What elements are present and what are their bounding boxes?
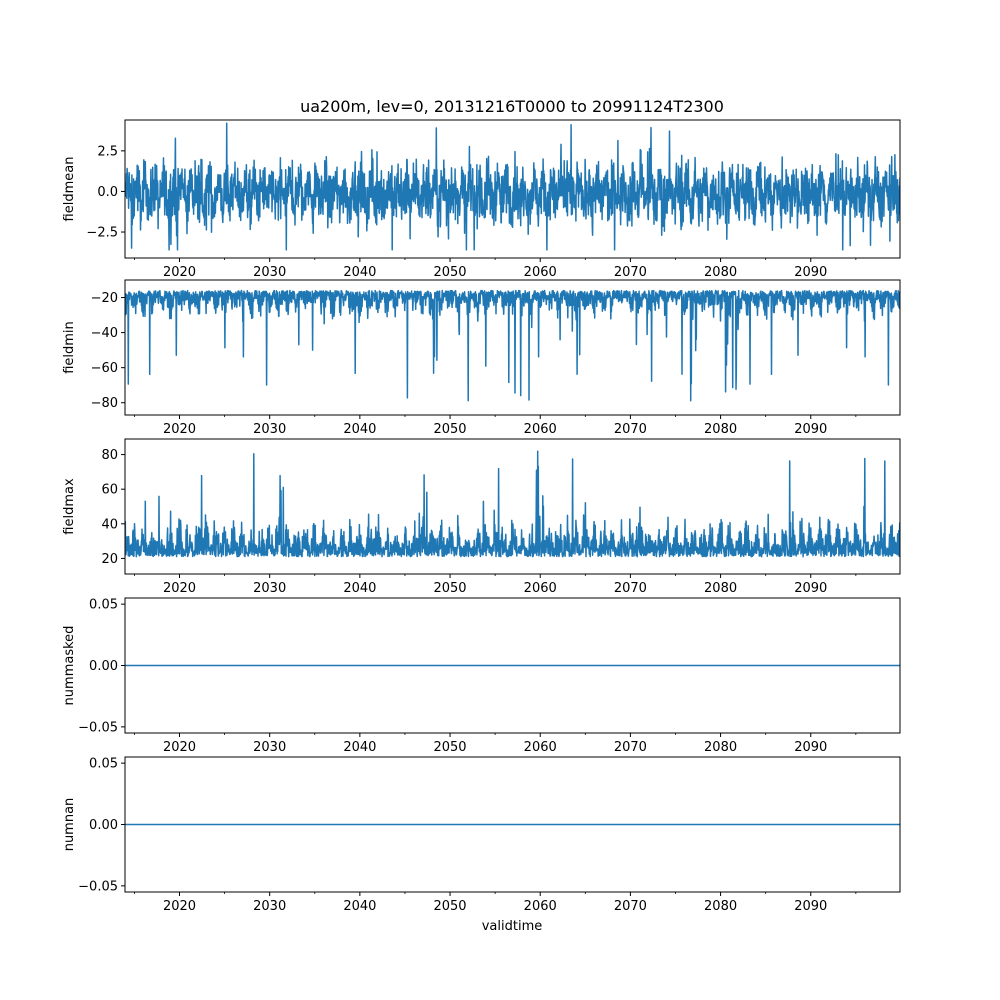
y-axis-label-fieldmin: fieldmin bbox=[62, 321, 77, 374]
y-axis-label-fieldmean: fieldmean bbox=[62, 157, 77, 222]
x-tick-label: 2070 bbox=[614, 740, 647, 755]
x-tick-label: 2030 bbox=[253, 899, 286, 914]
x-tick-label: 2070 bbox=[614, 899, 647, 914]
y-axis-label-nummasked: nummasked bbox=[62, 626, 77, 706]
x-tick-label: 2080 bbox=[704, 740, 737, 755]
y-tick-label: 0.00 bbox=[89, 818, 118, 833]
x-tick-label: 2070 bbox=[614, 422, 647, 437]
x-tick-label: 2060 bbox=[524, 740, 557, 755]
series-line-fieldmax bbox=[125, 450, 900, 558]
x-tick-label: 2040 bbox=[343, 265, 376, 280]
figure-title: ua200m, lev=0, 20131216T0000 to 20991124… bbox=[300, 97, 724, 116]
x-tick-label: 2060 bbox=[524, 899, 557, 914]
x-tick-label: 2040 bbox=[343, 740, 376, 755]
x-tick-label: 2080 bbox=[704, 899, 737, 914]
y-tick-label: −0.05 bbox=[78, 879, 118, 894]
subplot-numnan: 0.05 0.00 −0.05 numnan 2020 2030 2040 2050 2060 2… bbox=[62, 756, 901, 914]
x-tick-label: 2030 bbox=[253, 265, 286, 280]
y-axis-label-numnan: numnan bbox=[62, 798, 77, 852]
y-tick-label: −2.5 bbox=[86, 226, 118, 241]
y-tick-label: −0.05 bbox=[78, 720, 118, 735]
y-tick-label: −60 bbox=[91, 361, 118, 376]
x-tick-label: 2080 bbox=[704, 265, 737, 280]
x-axis-label: validtime bbox=[482, 919, 543, 934]
y-tick-label: 80 bbox=[101, 448, 118, 463]
x-tick-label: 2090 bbox=[794, 265, 827, 280]
x-tick-label: 2090 bbox=[794, 899, 827, 914]
x-tick-label: 2050 bbox=[433, 581, 466, 596]
series-line-fieldmin bbox=[125, 289, 900, 402]
x-tick-label: 2070 bbox=[614, 265, 647, 280]
x-tick-label: 2020 bbox=[163, 581, 196, 596]
x-tick-label: 2060 bbox=[524, 265, 557, 280]
x-tick-label: 2020 bbox=[163, 740, 196, 755]
x-tick-label: 2030 bbox=[253, 422, 286, 437]
x-tick-label: 2080 bbox=[704, 581, 737, 596]
x-tick-label: 2080 bbox=[704, 422, 737, 437]
x-tick-label: 2090 bbox=[794, 581, 827, 596]
axes-frame-fieldmean bbox=[124, 119, 901, 259]
x-tick-label: 2020 bbox=[163, 899, 196, 914]
y-axis-label-fieldmax: fieldmax bbox=[62, 478, 77, 535]
y-tick-label: 40 bbox=[101, 517, 118, 532]
x-tick-label: 2050 bbox=[433, 265, 466, 280]
x-tick-label: 2020 bbox=[163, 265, 196, 280]
axes-frame-fieldmin bbox=[124, 279, 901, 416]
x-tick-label: 2030 bbox=[253, 740, 286, 755]
y-tick-label: 60 bbox=[101, 483, 118, 498]
x-tick-label: 2040 bbox=[343, 422, 376, 437]
y-tick-label: 0.0 bbox=[97, 185, 118, 200]
x-tick-label: 2060 bbox=[524, 422, 557, 437]
x-tick-label: 2050 bbox=[433, 740, 466, 755]
x-tick-label: 2040 bbox=[343, 581, 376, 596]
y-tick-label: −40 bbox=[91, 326, 118, 341]
y-tick-label: 20 bbox=[101, 552, 118, 567]
x-tick-label: 2090 bbox=[794, 740, 827, 755]
x-tick-label: 2040 bbox=[343, 899, 376, 914]
y-tick-label: 0.05 bbox=[89, 757, 118, 772]
y-tick-label: 2.5 bbox=[97, 144, 118, 159]
x-tick-label: 2090 bbox=[794, 422, 827, 437]
x-tick-label: 2070 bbox=[614, 581, 647, 596]
x-tick-label: 2050 bbox=[433, 422, 466, 437]
y-tick-label: −80 bbox=[91, 396, 118, 411]
y-tick-label: −20 bbox=[91, 291, 118, 306]
subplot-fieldmin: −20 −40 −60 −80 fieldmin 2020 2030 2040 2050 2060… bbox=[62, 279, 901, 437]
subplot-fieldmean: 2.5 0.0 −2.5 fieldmean 2020 2030 2040 2050 2060 2… bbox=[62, 119, 901, 280]
y-tick-label: 0.00 bbox=[89, 659, 118, 674]
x-tick-label: 2060 bbox=[524, 581, 557, 596]
series-line-fieldmean bbox=[125, 122, 900, 251]
axes-frame-fieldmax bbox=[124, 438, 901, 575]
x-tick-label: 2050 bbox=[433, 899, 466, 914]
x-tick-label: 2030 bbox=[253, 581, 286, 596]
x-tick-label: 2020 bbox=[163, 422, 196, 437]
y-tick-label: 0.05 bbox=[89, 598, 118, 613]
